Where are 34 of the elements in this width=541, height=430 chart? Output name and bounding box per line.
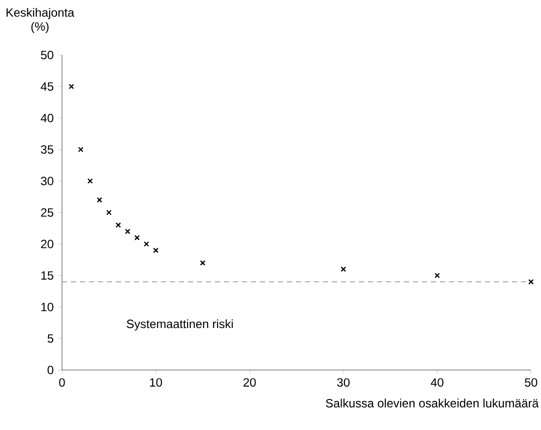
y-tick-label: 50: [40, 50, 54, 60]
y-tick-label: 15: [41, 271, 54, 280]
y-tick-label: 10: [41, 302, 54, 312]
x-axis-title: Salkussa olevien osakkeiden lukumäärä: [326, 398, 539, 408]
y-tick-label: 25: [41, 208, 54, 217]
point: [87, 178, 93, 184]
point: [200, 260, 206, 266]
point: [68, 84, 74, 90]
point: [134, 234, 140, 240]
y-axis-title: Keskihajonta (%): [6, 8, 74, 34]
point: [116, 222, 121, 228]
y-tick-label: 30: [40, 176, 54, 186]
annotation: Systemaattinen riski: [126, 319, 233, 331]
point: [144, 241, 150, 247]
y-tick-label: 0: [48, 366, 54, 374]
point: [96, 197, 102, 203]
x-tick-label: 20: [244, 378, 256, 387]
y-tick-label: 5: [48, 334, 54, 343]
y-tick-label: 45: [40, 82, 54, 91]
y-tick-label: 20: [41, 240, 54, 248]
x-tick-label: 10: [150, 378, 162, 387]
x-tick-label: 50: [524, 378, 538, 387]
point: [78, 146, 84, 152]
point: [106, 210, 112, 216]
x-tick-label: 0: [59, 378, 65, 387]
point: [340, 266, 346, 272]
point: [528, 279, 534, 285]
point: [124, 228, 130, 234]
point: [153, 248, 159, 254]
x-tick-label: 40: [430, 378, 444, 387]
y-tick-label: 40: [40, 114, 54, 122]
point: [434, 272, 440, 278]
x-tick-label: 30: [337, 378, 350, 387]
y-tick-label: 35: [40, 145, 54, 154]
